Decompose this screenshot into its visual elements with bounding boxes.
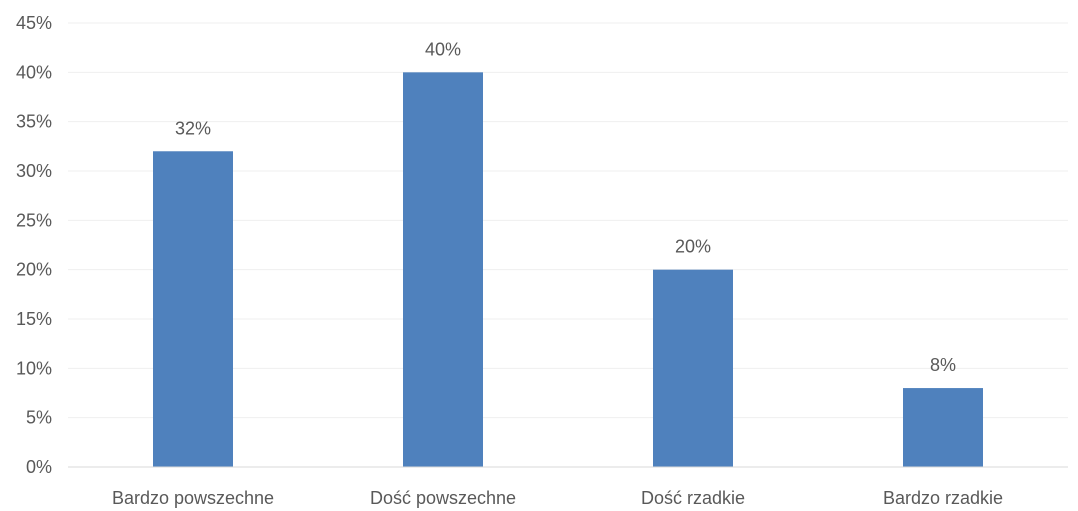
data-label: 32% xyxy=(175,118,211,138)
data-labels: 32% 40% 20% 8% xyxy=(175,39,956,375)
y-axis-tick-labels: 0% 5% 10% 15% 20% 25% 30% 35% 40% 45% xyxy=(16,13,52,477)
category-label: Bardzo powszechne xyxy=(112,488,274,508)
bar xyxy=(403,72,483,467)
y-tick-label: 35% xyxy=(16,112,52,132)
y-tick-label: 5% xyxy=(26,408,52,428)
category-label: Dość powszechne xyxy=(370,488,516,508)
y-tick-label: 25% xyxy=(16,210,52,230)
bar xyxy=(903,388,983,467)
y-tick-label: 20% xyxy=(16,260,52,280)
y-tick-label: 40% xyxy=(16,62,52,82)
data-label: 8% xyxy=(930,355,956,375)
y-tick-label: 10% xyxy=(16,358,52,378)
category-label: Bardzo rzadkie xyxy=(883,488,1003,508)
bar xyxy=(153,151,233,467)
x-axis-category-labels: Bardzo powszechne Dość powszechne Dość rza… xyxy=(112,488,1003,508)
y-tick-label: 30% xyxy=(16,161,52,181)
y-tick-label: 45% xyxy=(16,13,52,33)
bars xyxy=(153,72,983,467)
data-label: 40% xyxy=(425,39,461,59)
gridlines xyxy=(68,22,1068,419)
y-tick-label: 0% xyxy=(26,457,52,477)
y-tick-label: 15% xyxy=(16,309,52,329)
bar xyxy=(653,269,733,467)
category-label: Dość rzadkie xyxy=(641,488,745,508)
data-label: 20% xyxy=(675,237,711,257)
